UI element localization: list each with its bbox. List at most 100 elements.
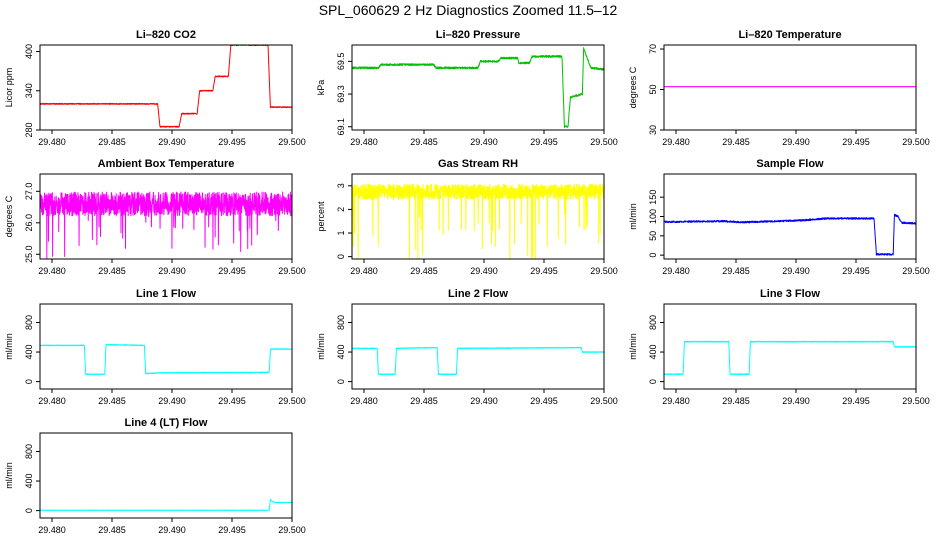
y-axis-label: degrees C [628, 66, 638, 108]
panel-title: Line 2 Flow [448, 288, 508, 300]
panel-4: Gas Stream RH percent 29.480 29.485 29.490 29… [316, 158, 618, 276]
panel-1: Li–820 Pressure kPa 29.480 29.485 29.490 29.4… [316, 29, 618, 147]
x-tick-label: 29.490 [158, 525, 186, 535]
y-tick-label: 2 [336, 207, 346, 212]
y-tick-label: 0 [336, 254, 346, 259]
y-tick-label: 70 [648, 44, 658, 54]
x-tick-label: 29.490 [782, 266, 810, 276]
x-tick-label: 29.495 [530, 137, 558, 147]
panel-6: Line 1 Flow ml/min 29.480 29.485 29.490 29.49… [4, 288, 306, 406]
y-tick-label: 26.0 [24, 214, 34, 232]
panel-0: Li–820 CO2 Licor ppm 29.480 29.485 29.490 29.… [4, 29, 306, 147]
y-tick-label: 800 [24, 315, 34, 330]
y-tick-label: 0 [648, 253, 658, 258]
x-tick-label: 29.480 [38, 396, 66, 406]
panel-5: Sample Flow ml/min 29.480 29.485 29.490 29.49… [628, 158, 930, 276]
panel-3: Ambient Box Temperature degrees C 29.480 29… [4, 158, 306, 276]
x-tick-label: 29.480 [662, 396, 690, 406]
plot-frame [663, 303, 917, 390]
x-tick-label: 29.480 [38, 525, 66, 535]
panel-title: Li–820 Temperature [738, 29, 841, 41]
x-tick-label: 29.495 [842, 266, 870, 276]
y-tick-label: 800 [648, 315, 658, 330]
plot-frame [39, 44, 293, 131]
series-line [39, 498, 293, 511]
x-tick-label: 29.490 [782, 137, 810, 147]
plot-frame [39, 432, 293, 519]
plot-frame [663, 44, 917, 131]
y-axis-label: ml/min [628, 333, 638, 360]
x-tick-label: 29.485 [98, 525, 126, 535]
panel-title: Li–820 CO2 [136, 29, 196, 41]
panel-title: Line 3 Flow [760, 288, 820, 300]
y-tick-label: 1 [336, 231, 346, 236]
panel-title: Ambient Box Temperature [98, 158, 235, 170]
y-tick-label: 0 [336, 379, 346, 384]
y-tick-label: 0 [648, 379, 658, 384]
y-tick-label: 400 [336, 345, 346, 360]
x-tick-label: 29.485 [410, 137, 438, 147]
x-tick-label: 29.495 [218, 266, 246, 276]
x-tick-label: 29.480 [350, 396, 378, 406]
y-tick-label: 400 [24, 44, 34, 59]
plot-frame [39, 303, 293, 390]
x-tick-label: 29.500 [278, 266, 306, 276]
y-tick-label: 50 [648, 231, 658, 241]
x-tick-label: 29.495 [218, 396, 246, 406]
x-tick-label: 29.500 [278, 137, 306, 147]
panel-title: Line 1 Flow [136, 288, 196, 300]
panel-2: Li–820 Temperature degrees C 29.480 29.485 2… [628, 29, 930, 147]
x-tick-label: 29.500 [590, 137, 618, 147]
y-tick-label: 27.0 [24, 183, 34, 201]
x-tick-label: 29.490 [158, 266, 186, 276]
x-tick-label: 29.480 [662, 266, 690, 276]
x-tick-label: 29.500 [278, 525, 306, 535]
x-tick-label: 29.480 [350, 137, 378, 147]
figure-title: SPL_060629 2 Hz Diagnostics Zoomed 11.5–… [318, 2, 618, 18]
y-tick-label: 280 [24, 122, 34, 137]
x-tick-label: 29.480 [38, 266, 66, 276]
x-tick-label: 29.480 [38, 137, 66, 147]
panel-7: Line 2 Flow ml/min 29.480 29.485 29.490 29.49… [316, 288, 618, 406]
x-tick-label: 29.495 [842, 137, 870, 147]
x-tick-label: 29.485 [98, 396, 126, 406]
y-tick-label: 100 [648, 209, 658, 224]
y-tick-label: 69.3 [336, 85, 346, 103]
series-line [351, 183, 605, 260]
panel-title: Li–820 Pressure [436, 29, 520, 41]
series-line [39, 191, 293, 259]
y-axis-label: ml/min [628, 203, 638, 230]
panel-9: Line 4 (LT) Flow ml/min 29.480 29.485 29.490… [4, 417, 306, 535]
plot-frame [663, 173, 917, 260]
x-tick-label: 29.500 [902, 396, 930, 406]
x-tick-label: 29.485 [722, 137, 750, 147]
y-tick-label: 800 [24, 444, 34, 459]
x-tick-label: 29.500 [590, 266, 618, 276]
y-tick-label: 3 [336, 183, 346, 188]
panel-title: Gas Stream RH [438, 158, 518, 170]
y-tick-label: 50 [648, 85, 658, 95]
x-tick-label: 29.485 [98, 266, 126, 276]
y-axis-label: Licor ppm [4, 68, 14, 108]
x-tick-label: 29.490 [782, 396, 810, 406]
plot-frame [39, 173, 293, 260]
x-tick-label: 29.485 [722, 396, 750, 406]
y-tick-label: 150 [648, 190, 658, 205]
y-tick-label: 25.0 [24, 246, 34, 264]
x-tick-label: 29.485 [410, 396, 438, 406]
series-line [39, 343, 293, 376]
x-tick-label: 29.490 [158, 137, 186, 147]
x-tick-label: 29.490 [470, 396, 498, 406]
x-tick-label: 29.500 [902, 266, 930, 276]
series-line [351, 47, 605, 128]
x-tick-label: 29.495 [842, 396, 870, 406]
x-tick-label: 29.500 [278, 396, 306, 406]
y-tick-label: 400 [648, 345, 658, 360]
y-tick-label: 30 [648, 125, 658, 135]
y-axis-label: ml/min [316, 333, 326, 360]
y-tick-label: 400 [24, 474, 34, 489]
y-tick-label: 69.1 [336, 118, 346, 136]
x-tick-label: 29.490 [470, 137, 498, 147]
plot-frame [351, 44, 605, 131]
